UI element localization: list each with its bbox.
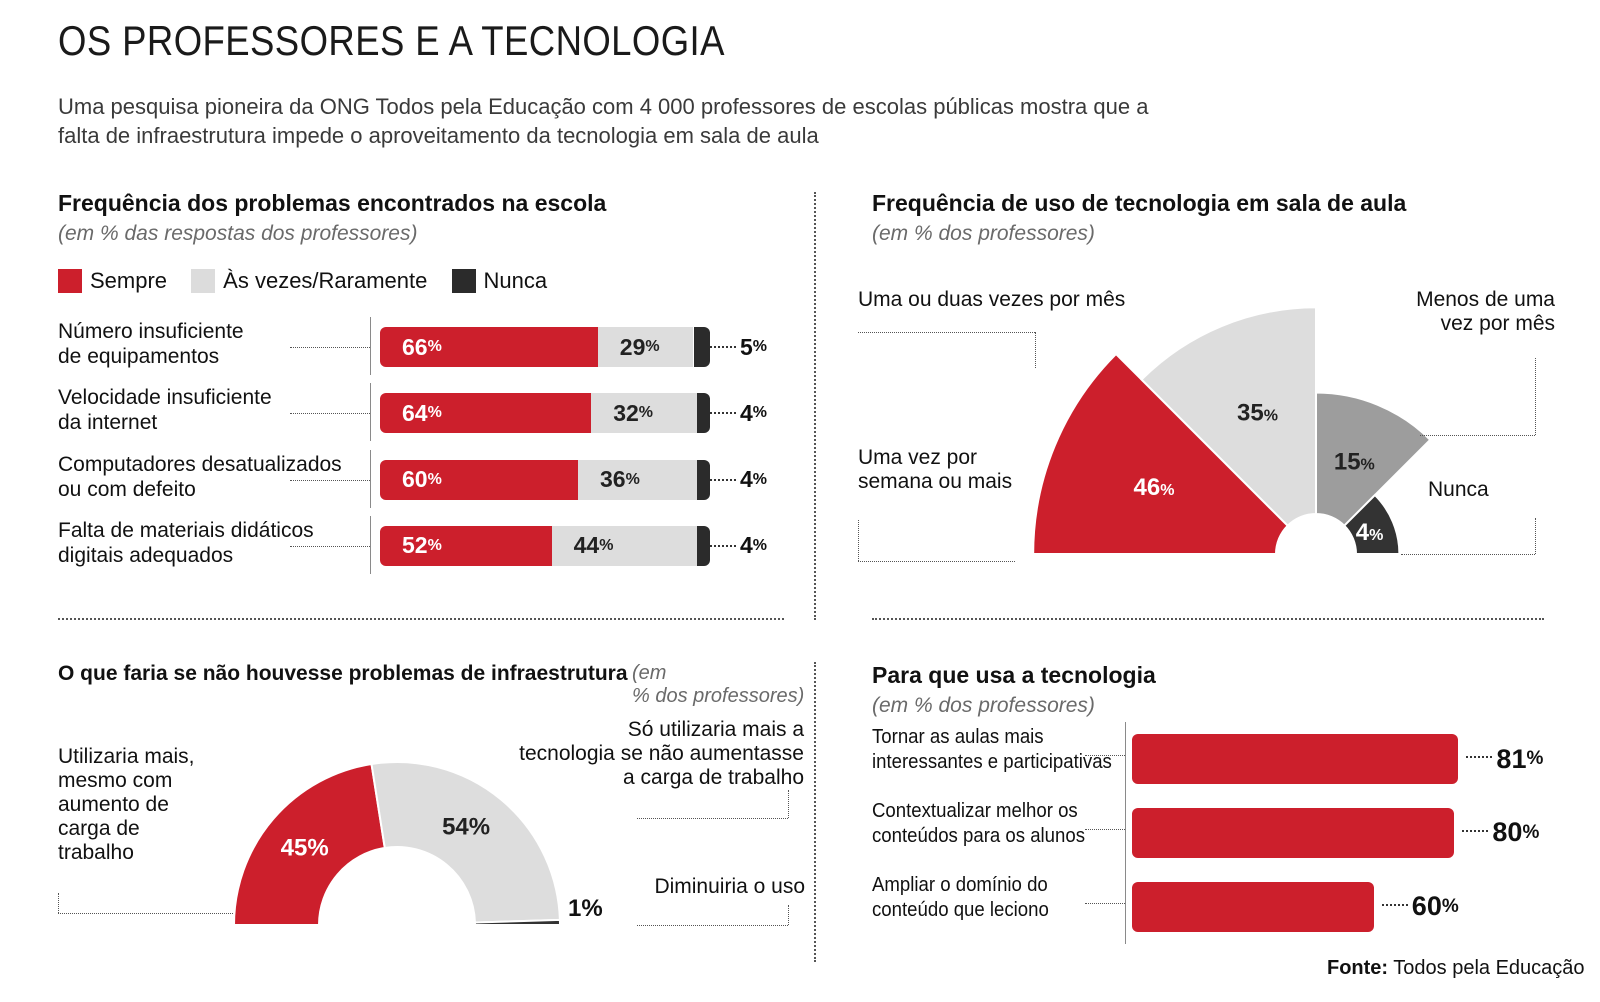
svg-text:35%: 35% — [1237, 400, 1278, 427]
svg-text:46%: 46% — [1134, 474, 1175, 501]
svg-text:4%: 4% — [1356, 519, 1384, 546]
svg-text:15%: 15% — [1334, 448, 1375, 475]
svg-text:54%: 54% — [442, 813, 490, 840]
